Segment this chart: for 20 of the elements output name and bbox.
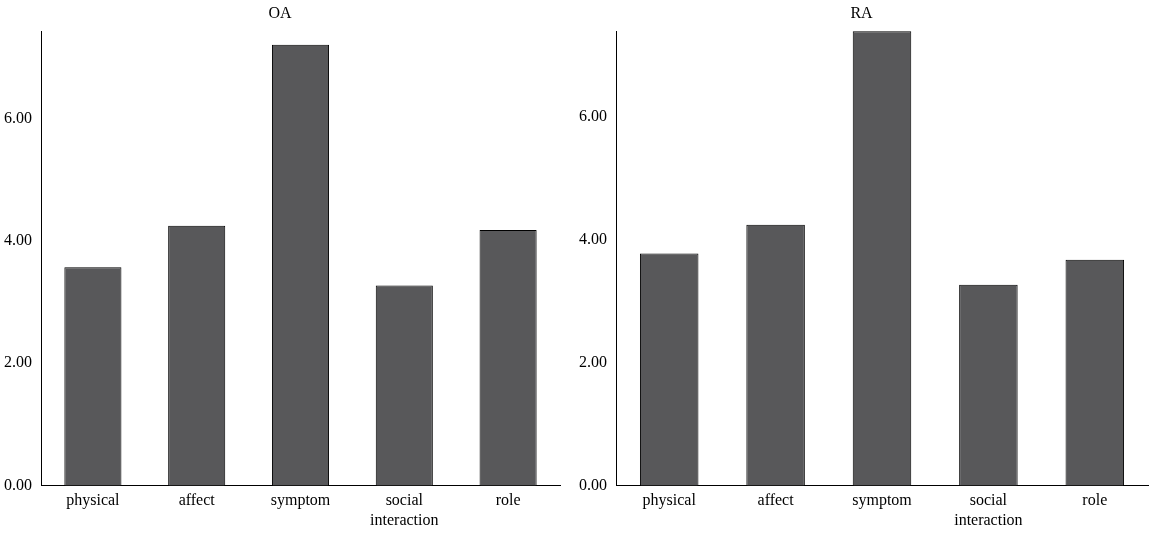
y-tick-label: 4.00: [579, 230, 607, 248]
x-tick-label: symptom: [270, 491, 331, 510]
y-tick-label: 0.00: [4, 475, 32, 493]
x-tick-label: social interaction: [370, 491, 439, 528]
x-tick-label: role: [1082, 491, 1108, 509]
y-tick-label: 2.00: [4, 353, 32, 371]
x-tick-label: physical: [642, 491, 697, 510]
x-tick-label: affect: [757, 491, 795, 509]
y-tick-label: 2.00: [579, 352, 607, 370]
y-tick-label: 6.00: [4, 108, 32, 126]
x-tick-label: role: [495, 491, 521, 509]
y-tick-label: 6.00: [579, 107, 607, 125]
x-tick-label: physical: [66, 491, 121, 510]
y-tick-label: 0.00: [579, 475, 607, 493]
x-tick-label: social interaction: [954, 491, 1023, 528]
x-tick-label: symptom: [852, 491, 913, 510]
chart-title: RA: [850, 3, 874, 21]
x-tick-label: affect: [178, 491, 216, 509]
chart-title: OA: [268, 3, 292, 21]
y-tick-label: 4.00: [4, 231, 32, 249]
